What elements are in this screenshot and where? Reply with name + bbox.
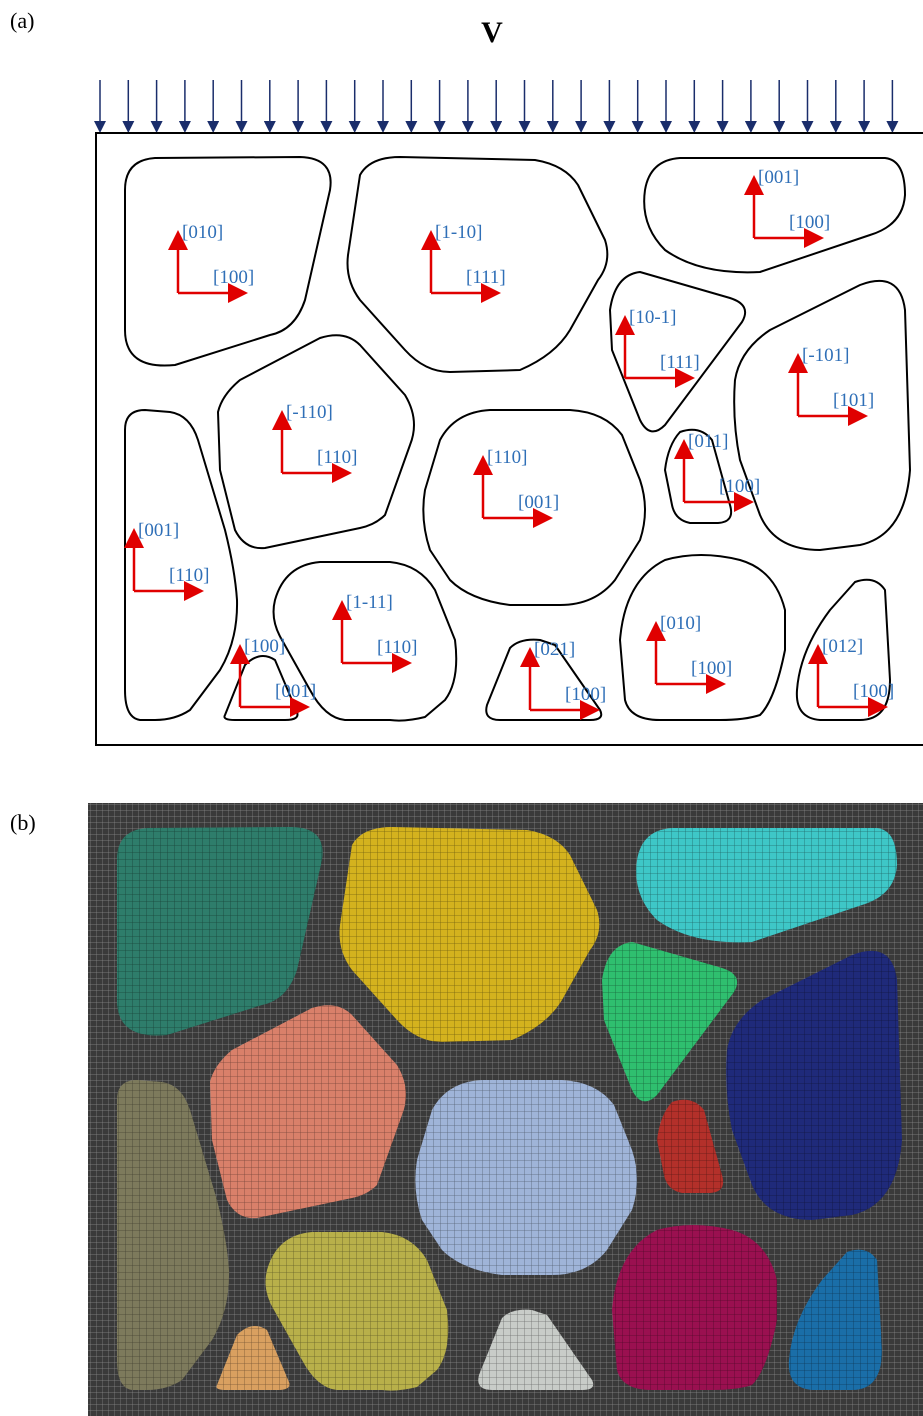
load-label: V [481,16,503,49]
orientation-label: [001] [275,681,316,702]
orientation-label: [010] [660,613,701,634]
orientation-label: [110] [169,565,209,586]
orientation-label: [1-10] [435,222,482,243]
orientation-label: [001] [138,520,179,541]
orientation-label: [100] [789,212,830,233]
orientation-label: [001] [758,167,799,188]
orientation-label: [021] [534,639,575,660]
orientation-label: [100] [244,636,285,657]
grain-outline [125,157,331,366]
orientation-label: [110] [317,447,357,468]
grain-outline [218,335,414,548]
orientation-label: [10-1] [629,307,676,328]
grain-mesh [415,1080,637,1275]
orientation-label: [011] [688,431,728,452]
figure: (a) (b) V [010] [100] [1-10] [111] [001] [100… [0,0,923,1416]
load-arrows [100,80,892,130]
orientation-label: [010] [182,222,223,243]
orientation-label: [1-11] [346,592,393,613]
orientation-label: [111] [660,352,700,373]
orientation-label: [100] [565,684,606,705]
orientation-label: [012] [822,636,863,657]
grain-mesh [612,1225,777,1390]
orientation-label: [100] [853,681,894,702]
orientation-label: [-110] [286,402,333,423]
orientation-label: [100] [691,658,732,679]
grain-outline [348,157,608,372]
orientation-label: [100] [719,476,760,497]
orientation-label: [101] [833,390,874,411]
mesh-grain [612,1225,777,1390]
orientation-label: [100] [213,267,254,288]
grain-outline [620,555,785,720]
panel-label: (b) [10,810,36,835]
orientation-label: [110] [487,447,527,468]
panel-a: [010] [100] [1-10] [111] [001] [100] [10-1] [11… [125,157,910,721]
orientation-label: [001] [518,492,559,513]
mesh-grain [415,1080,637,1275]
orientation-label: [111] [466,267,506,288]
panel-label: (a) [10,8,34,33]
orientation-label: [110] [377,637,417,658]
orientation-label: [-101] [802,345,849,366]
